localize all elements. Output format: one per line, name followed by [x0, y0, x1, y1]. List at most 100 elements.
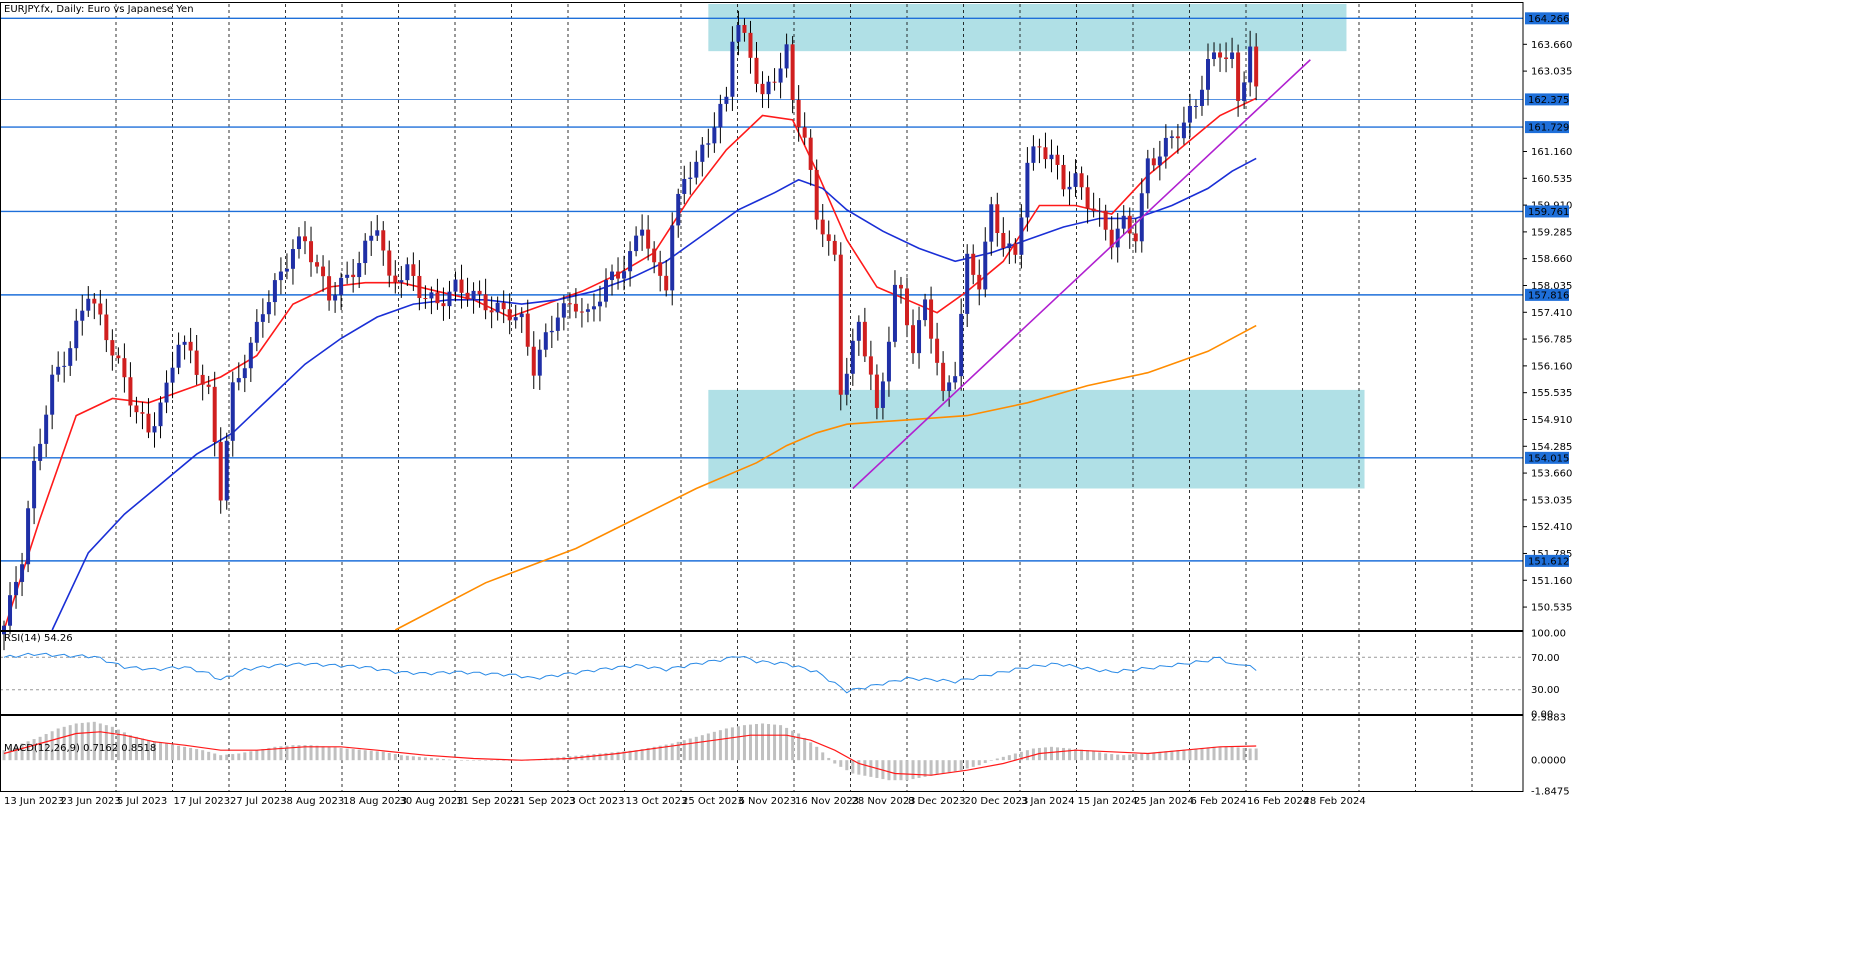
price-tick-label: 156.785	[1531, 335, 1572, 346]
level-label-4-bg	[1525, 451, 1569, 464]
candle-body	[880, 381, 885, 408]
macd-histogram-bar	[1062, 747, 1066, 761]
candle-body	[989, 204, 994, 242]
candle-body	[1013, 243, 1018, 255]
candle-body	[483, 294, 488, 311]
macd-histogram-bar	[56, 728, 60, 761]
candle-body	[935, 338, 940, 363]
candle-body	[1169, 136, 1174, 138]
candle-body	[1248, 46, 1253, 83]
macd-histogram-bar	[929, 760, 933, 776]
candle-body	[868, 356, 873, 375]
macd-histogram-bar	[243, 752, 247, 761]
macd-histogram-bar	[1080, 749, 1084, 761]
macd-histogram-bar	[1146, 752, 1150, 761]
macd-histogram-bar	[496, 760, 500, 761]
rsi-panel	[0, 652, 1523, 694]
price-tick-label: 159.285	[1531, 227, 1572, 238]
macd-histogram-bar	[640, 749, 644, 761]
macd-histogram-bar	[333, 747, 337, 761]
candle-body	[549, 330, 554, 333]
macd-histogram-bar	[116, 729, 120, 761]
price-tick-label: 153.660	[1531, 469, 1572, 480]
candle-body	[1001, 232, 1006, 249]
candle-body	[1073, 173, 1078, 187]
trendline-line	[852, 59, 1311, 490]
candle-body	[555, 317, 560, 331]
chart-title: EURJPY.fx, Daily: Euro vs Japanese Yen	[4, 4, 194, 15]
macd-histogram-bar	[225, 754, 229, 761]
macd-histogram-bar	[1218, 746, 1222, 761]
macd-histogram-bar	[417, 756, 421, 761]
candle-body	[128, 377, 133, 406]
vertical-grid	[115, 4, 1473, 791]
macd-histogram-bar	[38, 736, 42, 761]
macd-histogram-bar	[941, 760, 945, 774]
macd-histogram-bar	[718, 730, 722, 761]
macd-histogram-bar	[1025, 750, 1029, 761]
candle-body	[62, 365, 67, 367]
macd-histogram-bar	[953, 760, 957, 772]
candle-body	[730, 41, 735, 97]
candle-body	[1175, 136, 1180, 139]
time-tick-label: 25 Oct 2023	[682, 796, 744, 807]
macd-histogram-bar	[399, 755, 403, 761]
candle-body	[965, 253, 970, 314]
macd-histogram-bar	[339, 747, 343, 761]
candle-body	[604, 280, 608, 302]
candle-body	[212, 386, 217, 443]
price-axis: 163.660163.035161.160160.535159.910159.2…	[1523, 12, 1572, 798]
macd-histogram-bar	[98, 723, 102, 761]
time-tick-label: 13 Jun 2023	[4, 796, 64, 807]
candle-body	[381, 230, 386, 251]
price-tick-label: 151.160	[1531, 576, 1572, 587]
candle-body	[134, 405, 139, 413]
candle-body	[1061, 164, 1066, 190]
candle-body	[80, 310, 85, 321]
macd-histogram-bar	[92, 721, 96, 761]
macd-histogram-bar	[586, 754, 590, 761]
candle-body	[579, 311, 584, 313]
candle-body	[429, 292, 434, 299]
macd-histogram-bar	[207, 751, 211, 761]
time-tick-label: 13 Oct 2023	[626, 796, 688, 807]
candle-body	[736, 25, 741, 42]
candle-body	[597, 301, 602, 307]
macd-histogram-bar	[833, 760, 837, 764]
macd-histogram-bar	[1001, 756, 1005, 761]
macd-histogram-bar	[917, 760, 921, 778]
candle-body	[92, 298, 97, 304]
candle-body	[591, 306, 596, 310]
candle-body	[140, 412, 145, 414]
macd-histogram-bar	[261, 749, 265, 761]
macd-histogram-bar	[1116, 754, 1120, 761]
macd-histogram-bar	[1110, 754, 1114, 761]
macd-histogram-bar	[983, 760, 987, 763]
candle-body	[501, 302, 506, 310]
macd-histogram-bar	[508, 760, 512, 761]
candle-body	[104, 314, 109, 341]
candle-body	[537, 349, 542, 376]
price-tick-label: 154.285	[1531, 442, 1572, 453]
candle-body	[411, 264, 416, 276]
macd-tick-label: -1.8475	[1531, 787, 1570, 798]
macd-histogram-bar	[815, 746, 819, 761]
macd-histogram-bar	[1031, 748, 1035, 761]
rsi-line	[3, 652, 1257, 694]
macd-histogram-bar	[441, 759, 445, 761]
candle-body	[98, 303, 103, 315]
candle-body	[971, 253, 976, 275]
zone-1	[708, 4, 1347, 52]
time-tick-label: 16 Feb 2024	[1247, 796, 1309, 807]
candle-body	[254, 321, 259, 343]
current-price-label: 162.375	[1528, 95, 1569, 106]
macd-histogram-bar	[905, 760, 909, 781]
macd-indicator-label: MACD(12,26,9) 0.7162 0.8518	[4, 743, 156, 754]
macd-histogram-bar	[201, 750, 205, 761]
candle-body	[357, 263, 362, 278]
macd-histogram-bar	[490, 760, 494, 761]
candle-body	[152, 426, 157, 433]
candle-body	[676, 193, 681, 226]
